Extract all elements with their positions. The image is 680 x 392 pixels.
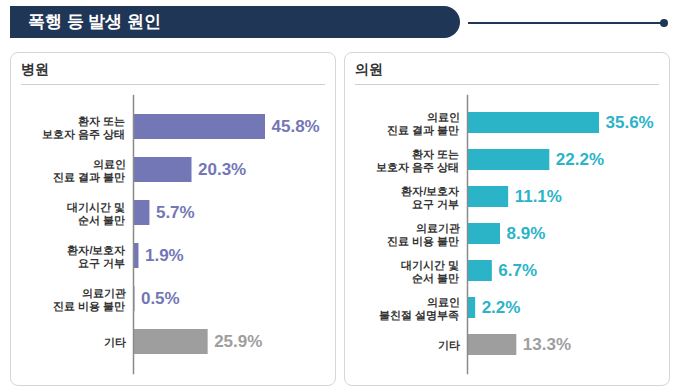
svg-text:25.9%: 25.9% xyxy=(214,332,262,351)
svg-text:8.9%: 8.9% xyxy=(507,224,546,243)
svg-text:환자/보호자요구 거부: 환자/보호자요구 거부 xyxy=(401,185,459,210)
svg-text:대기시간 및순서 불만: 대기시간 및순서 불만 xyxy=(401,259,459,284)
svg-text:의료인진료 결과 불만: 의료인진료 결과 불만 xyxy=(53,158,125,183)
svg-text:45.8%: 45.8% xyxy=(272,117,320,136)
svg-text:환자/보호자요구 거부: 환자/보호자요구 거부 xyxy=(67,244,125,269)
svg-text:의료인불친절 설명부족: 의료인불친절 설명부족 xyxy=(379,296,459,321)
svg-text:5.7%: 5.7% xyxy=(156,203,195,222)
svg-text:의료인진료 결과 불만: 의료인진료 결과 불만 xyxy=(387,111,459,136)
svg-text:22.2%: 22.2% xyxy=(556,150,604,169)
svg-text:6.7%: 6.7% xyxy=(498,261,537,280)
html-text:의원: 의원 xyxy=(355,61,383,77)
svg-text:11.1%: 11.1% xyxy=(515,187,562,206)
svg-text:의료기관진료 비용 불만: 의료기관진료 비용 불만 xyxy=(53,287,125,312)
svg-text:의료기관진료 비용 불만: 의료기관진료 비용 불만 xyxy=(387,222,459,247)
svg-text:13.3%: 13.3% xyxy=(523,335,571,354)
svg-text:2.2%: 2.2% xyxy=(482,298,521,317)
svg-text:1.9%: 1.9% xyxy=(145,246,184,265)
svg-text:0.5%: 0.5% xyxy=(141,289,180,308)
svg-text:20.3%: 20.3% xyxy=(198,160,246,179)
svg-text:환자 또는보호자 음주 상태: 환자 또는보호자 음주 상태 xyxy=(42,115,125,140)
svg-text:기타: 기타 xyxy=(104,336,126,348)
svg-text:기타: 기타 xyxy=(438,339,460,351)
svg-text:대기시간 및순서 불만: 대기시간 및순서 불만 xyxy=(67,201,125,226)
svg-text:환자 또는보호자 음주 상태: 환자 또는보호자 음주 상태 xyxy=(376,148,459,173)
svg-text:35.6%: 35.6% xyxy=(606,113,654,132)
html-text:병원: 병원 xyxy=(21,61,49,77)
html-text:폭행 등 발생 원인: 폭행 등 발생 원인 xyxy=(28,12,162,31)
